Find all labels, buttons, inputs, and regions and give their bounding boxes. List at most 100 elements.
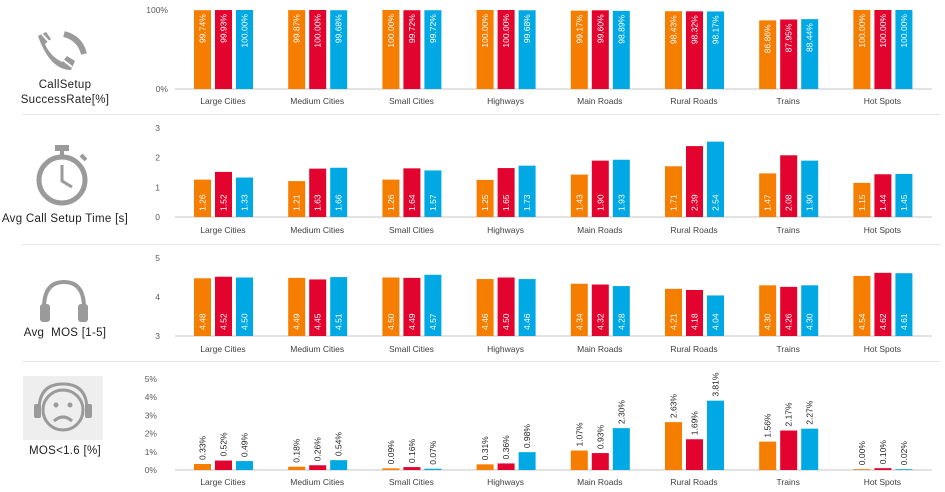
data-label: 0.10% [878, 440, 888, 465]
data-label: 98.17% [711, 15, 721, 44]
category-label: Rural Roads [670, 96, 717, 106]
category-label: Small Cities [389, 477, 434, 487]
bar [476, 10, 494, 89]
category-label: Hot Spots [864, 96, 901, 106]
data-label: 1.25 [480, 194, 490, 211]
data-label: 4.46 [522, 313, 532, 330]
category-label: Medium Cities [290, 477, 344, 487]
y-tick-label: 3% [145, 410, 158, 420]
category-label: Rural Roads [670, 477, 717, 487]
category-label: Hot Spots [864, 225, 901, 235]
data-label: 99.74% [198, 14, 208, 43]
bar [309, 168, 327, 217]
data-label: 0.07% [428, 440, 438, 465]
data-label: 4.30 [763, 313, 773, 330]
data-label: 2.27% [805, 400, 815, 425]
bar [801, 285, 819, 336]
data-label: 100.00% [386, 14, 396, 48]
data-label: 100.00% [501, 14, 511, 48]
y-tick-label: 2% [145, 429, 158, 439]
bar [330, 10, 348, 89]
data-label: 4.46 [480, 313, 490, 330]
row-label-mos-below-1-6: MOS<1.6 [%] [0, 444, 130, 459]
data-label: 2.30% [616, 400, 626, 425]
category-label: Small Cities [389, 344, 434, 354]
data-label: 1.57 [428, 194, 438, 211]
data-label: 2.63% [669, 394, 679, 419]
category-label: Large Cities [200, 225, 245, 235]
stopwatch-icon [33, 145, 93, 212]
bar [476, 464, 494, 470]
category-label: Trains [777, 477, 800, 487]
category-label: Hot Spots [864, 477, 901, 487]
bar [215, 276, 232, 336]
category-label: Medium Cities [290, 225, 344, 235]
bar [194, 278, 211, 336]
data-label: 0.02% [899, 441, 909, 466]
bar [288, 181, 306, 217]
bar [895, 10, 913, 89]
row-label-line2: SuccessRate[%] [20, 94, 110, 106]
bar [309, 10, 327, 89]
bar [309, 279, 327, 336]
bar [382, 468, 400, 470]
data-label: 1.07% [574, 422, 584, 447]
bar [236, 10, 253, 89]
data-label: 98.89% [616, 14, 626, 43]
category-label: Hot Spots [864, 344, 901, 354]
category-label: Small Cities [389, 225, 434, 235]
bar [853, 10, 871, 89]
data-label: 2.17% [784, 402, 794, 427]
bar [707, 400, 724, 470]
category-label: Large Cities [200, 344, 245, 354]
data-label: 0.98% [522, 424, 532, 449]
data-label: 1.44 [878, 194, 888, 211]
data-label: 1.45 [899, 194, 909, 211]
category-label: Main Roads [577, 96, 622, 106]
bar [518, 279, 536, 336]
data-label: 3.81% [711, 372, 721, 397]
data-label: 100.00% [313, 14, 323, 48]
data-label: 4.18 [690, 313, 700, 330]
bar [570, 283, 588, 336]
bar [570, 10, 588, 89]
bar [382, 179, 400, 217]
data-label: 1.63 [313, 194, 323, 211]
category-label: Rural Roads [670, 225, 717, 235]
data-label: 2.08 [784, 194, 794, 211]
data-label: 1.15 [857, 194, 867, 211]
data-label: 4.51 [334, 313, 344, 330]
data-label: 0.93% [595, 425, 605, 450]
bar [497, 463, 515, 470]
bar [403, 10, 421, 90]
bar [403, 168, 421, 217]
data-label: 1.26 [198, 194, 208, 211]
bar [330, 460, 348, 470]
bar [665, 422, 682, 470]
data-label: 4.50 [501, 313, 511, 330]
category-label: Small Cities [389, 96, 434, 106]
bar [874, 468, 892, 470]
bar [476, 179, 494, 217]
data-label: 99.68% [334, 14, 344, 43]
category-label: Large Cities [200, 96, 245, 106]
data-label: 4.62 [878, 313, 888, 330]
data-label: 4.49 [407, 313, 417, 330]
data-label: 4.21 [669, 313, 679, 330]
data-label: 4.61 [899, 313, 909, 330]
data-label: 1.64 [407, 194, 417, 211]
bar [424, 170, 442, 217]
bar [874, 174, 892, 217]
bar [497, 168, 515, 217]
bar [665, 11, 682, 89]
data-label: 86.86% [763, 24, 773, 53]
data-label: 0.33% [198, 435, 208, 460]
bar [759, 441, 777, 470]
data-label: 4.32 [595, 313, 605, 330]
data-label: 4.26 [784, 313, 794, 330]
bar [194, 463, 211, 470]
row-label-line1: Avg MOS [1-5] [23, 327, 107, 339]
data-label: 87.95% [784, 23, 794, 52]
category-label: Main Roads [577, 344, 622, 354]
row-label-call-setup-time: Avg Call Setup Time [s] [0, 212, 130, 227]
